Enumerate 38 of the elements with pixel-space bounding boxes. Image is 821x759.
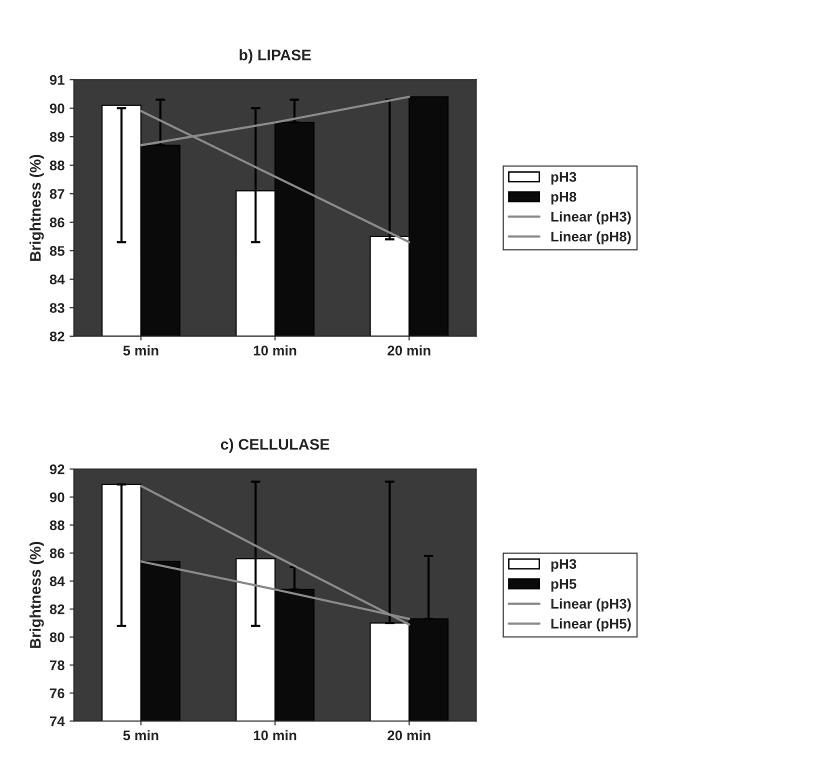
legend-label: pH3 xyxy=(551,559,576,572)
y-tick-label: 84 xyxy=(50,274,65,284)
y-tick-label: 82 xyxy=(50,332,64,342)
y-tick-label: 78 xyxy=(50,660,64,670)
x-tick-label: 10 min xyxy=(254,730,296,740)
legend-label: pH3 xyxy=(551,172,576,185)
y-tick-label: 89 xyxy=(50,132,64,142)
y-tick-label: 88 xyxy=(50,160,64,170)
y-tick-label: 84 xyxy=(50,576,65,586)
legend-label: pH5 xyxy=(551,579,576,592)
y-tick-label: 74 xyxy=(50,716,65,726)
y-tick-label: 85 xyxy=(50,246,64,256)
legend-label: Linear (pH8) xyxy=(551,231,631,244)
x-tick-label: 20 min xyxy=(388,730,430,740)
y-axis-title: Brightness (%) xyxy=(30,542,44,648)
x-tick-label: 20 min xyxy=(388,345,430,356)
y-tick-label: 92 xyxy=(50,464,64,474)
y-tick-label: 86 xyxy=(50,548,64,558)
y-tick-label: 76 xyxy=(50,688,64,698)
y-tick-label: 83 xyxy=(50,303,64,313)
y-tick-label: 91 xyxy=(50,75,64,85)
legend-label: Linear (pH3) xyxy=(551,211,631,224)
x-tick-label: 5 min xyxy=(123,345,158,356)
legend-label: pH8 xyxy=(551,192,576,204)
x-tick-label: 5 min xyxy=(123,730,158,740)
chart-title: b) LIPASE xyxy=(240,49,311,64)
legend-label: Linear (pH5) xyxy=(551,618,631,632)
y-tick-label: 88 xyxy=(50,520,64,530)
y-tick-label: 86 xyxy=(50,218,64,228)
y-tick-label: 87 xyxy=(50,189,64,199)
legend-label: Linear (pH3) xyxy=(551,598,631,612)
y-tick-label: 90 xyxy=(50,492,64,502)
y-tick-label: 82 xyxy=(50,604,64,614)
chart-title: c) CELLULASE xyxy=(220,438,330,453)
y-tick-label: 90 xyxy=(50,104,64,114)
y-tick-label: 80 xyxy=(50,632,64,642)
y-axis-title: Brightness (%) xyxy=(30,154,44,261)
x-tick-label: 10 min xyxy=(254,345,296,356)
